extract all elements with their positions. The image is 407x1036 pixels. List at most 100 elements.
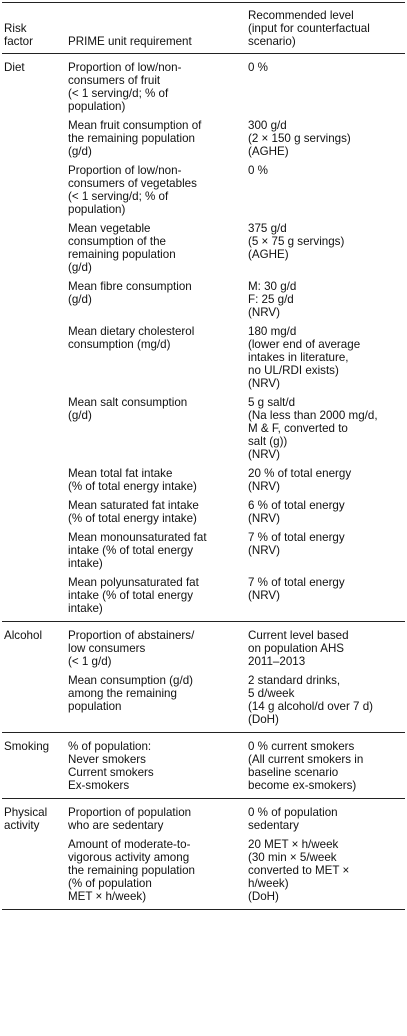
- cell-line: 180 mg/d: [248, 325, 297, 338]
- risk-factor: Smoking: [2, 733, 66, 799]
- header-cell: PRIME unit requirement: [66, 3, 246, 54]
- cell-line: (NRV): [248, 377, 280, 390]
- cell-line: consumption (mg/d): [68, 338, 171, 351]
- recommended-level: M: 30 g/d F: 25 g/d (NRV): [246, 280, 405, 325]
- cell-line: 2011–2013: [248, 655, 306, 668]
- cell-line: (DoH): [248, 713, 279, 726]
- cell-line: Mean monounsaturated fat: [68, 531, 207, 544]
- cell-line: low consumers: [68, 642, 146, 655]
- table-row: Proportion of low/non-consumers of veget…: [2, 164, 405, 222]
- cell-line: (NRV): [248, 512, 280, 525]
- cell-line: sedentary: [248, 819, 299, 832]
- requirement: Proportion of population who are sedentar…: [66, 799, 246, 839]
- cell-line: 20 MET × h/week: [248, 838, 339, 851]
- cell-line: population: [68, 700, 122, 713]
- cell-line: (NRV): [248, 306, 280, 319]
- cell-line: on population AHS: [248, 642, 345, 655]
- cell-line: h/week): [248, 877, 289, 890]
- cell-line: Recommended level: [248, 9, 354, 22]
- cell-line: 0 %: [248, 164, 268, 177]
- cell-line: 5 d/week: [248, 687, 295, 700]
- cell-line: Mean dietary cholesterol: [68, 325, 195, 338]
- risk-factor: Physical activity: [2, 799, 66, 910]
- cell-line: (Na less than 2000 mg/d,: [248, 409, 378, 422]
- cell-line: F: 25 g/d: [248, 293, 294, 306]
- cell-line: 375 g/d: [248, 222, 287, 235]
- cell-line: (g/d): [68, 293, 92, 306]
- risk-factor: Diet: [2, 54, 66, 622]
- cell-line: Amount of moderate-to-: [68, 838, 191, 851]
- table-row: Mean monounsaturated fat intake (% of tot…: [2, 531, 405, 576]
- requirement: Mean saturated fat intake (% of total ene…: [66, 499, 246, 531]
- cell-line: (AGHE): [248, 248, 289, 261]
- cell-line: intake (% of total energy: [68, 589, 194, 602]
- table-row: Alcohol Proportion of abstainers/low cons…: [2, 622, 405, 675]
- cell-line: (% of total energy intake): [68, 480, 197, 493]
- cell-line: (< 1 serving/d; % of: [68, 190, 169, 203]
- table-row: Physical activity Proportion of population…: [2, 799, 405, 839]
- cell-line: factor: [4, 35, 33, 48]
- cell-line: intake): [68, 602, 103, 615]
- table-row: Mean total fat intake (% of total energy …: [2, 467, 405, 499]
- cell-line: intake (% of total energy: [68, 544, 194, 557]
- table-header: Risk factor PRIME unit requirement Recommen…: [2, 2, 405, 54]
- cell-line: 5 g salt/d: [248, 396, 296, 409]
- cell-line: Physical: [4, 806, 48, 819]
- table-row: Mean vegetable consumption of the remainin…: [2, 222, 405, 280]
- cell-line: become ex-smokers): [248, 779, 357, 792]
- requirement: Mean vegetable consumption of the remainin…: [66, 222, 246, 280]
- cell-line: (NRV): [248, 544, 280, 557]
- cell-line: Mean consumption (g/d): [68, 674, 194, 687]
- cell-line: 20 % of total energy: [248, 467, 352, 480]
- cell-line: consumers of vegetables: [68, 177, 197, 190]
- requirement: Mean fibre consumption (g/d): [66, 280, 246, 325]
- cell-line: (5 × 75 g servings): [248, 235, 345, 248]
- recommended-level: 0 % of population sedentary: [246, 799, 405, 839]
- table-row: Mean salt consumption (g/d) 5 g salt/d (Na …: [2, 396, 405, 467]
- cell-line: intakes in literature,: [248, 351, 349, 364]
- cell-line: (NRV): [248, 480, 280, 493]
- cell-line: 6 % of total energy: [248, 499, 345, 512]
- cell-line: 7 % of total energy: [248, 576, 345, 589]
- cell-line: Mean total fat intake: [68, 467, 173, 480]
- cell-line: Ex-smokers: [68, 779, 130, 792]
- recommended-level: 300 g/d (2 × 150 g servings) (AGHE): [246, 119, 405, 164]
- cell-line: % of population:: [68, 740, 152, 753]
- requirement: Proportion of low/non-consumers of veget…: [66, 164, 246, 222]
- cell-line: population): [68, 100, 126, 113]
- cell-line: who are sedentary: [68, 819, 164, 832]
- cell-line: MET × h/week): [68, 890, 147, 903]
- cell-line: the remaining population: [68, 132, 195, 145]
- cell-line: among the remaining: [68, 687, 177, 700]
- table-row: Mean saturated fat intake (% of total ene…: [2, 499, 405, 531]
- cell-line: (NRV): [248, 448, 280, 461]
- cell-line: vigorous activity among: [68, 851, 190, 864]
- cell-line: consumption of the: [68, 235, 166, 248]
- cell-line: Proportion of low/non-: [68, 164, 182, 177]
- requirement: Mean dietary cholesterol consumption (mg/…: [66, 325, 246, 396]
- requirement: Mean consumption (g/d) among the remainin…: [66, 674, 246, 733]
- table-row: Mean fibre consumption (g/d) M: 30 g/d F: 2…: [2, 280, 405, 325]
- table-row: Diet Proportion of low/non-consumers of f…: [2, 54, 405, 120]
- cell-line: converted to MET ×: [248, 864, 350, 877]
- recommended-level: 5 g salt/d (Na less than 2000 mg/d, M & F,…: [246, 396, 405, 467]
- requirement: Amount of moderate-to-vigorous activity …: [66, 838, 246, 910]
- requirement: Proportion of low/non-consumers of fruit…: [66, 54, 246, 120]
- cell-line: salt (g)): [248, 435, 288, 448]
- cell-line: (% of total energy intake): [68, 512, 197, 525]
- cell-line: Mean saturated fat intake: [68, 499, 199, 512]
- recommended-level: 375 g/d (5 × 75 g servings) (AGHE): [246, 222, 405, 280]
- requirement: Mean polyunsaturated fat intake (% of tot…: [66, 576, 246, 622]
- cell-line: 0 %: [248, 61, 268, 74]
- cell-line: Alcohol: [4, 629, 43, 642]
- cell-line: (30 min × 5/week: [248, 851, 337, 864]
- table-row: Mean polyunsaturated fat intake (% of tot…: [2, 576, 405, 622]
- recommended-level: Current level based on population AHS 2011…: [246, 622, 405, 675]
- cell-line: no UL/RDI exists): [248, 364, 339, 377]
- cell-line: (DoH): [248, 890, 279, 903]
- requirement: Mean monounsaturated fat intake (% of tot…: [66, 531, 246, 576]
- requirement: Mean fruit consumption of the remaining p…: [66, 119, 246, 164]
- recommended-level: 7 % of total energy (NRV): [246, 531, 405, 576]
- table-row: Smoking % of population: Never smokers Curr…: [2, 733, 405, 799]
